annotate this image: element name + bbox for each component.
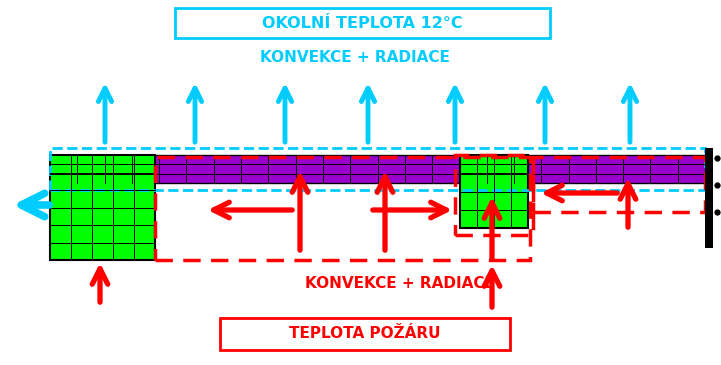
Bar <box>50 155 705 183</box>
Bar <box>455 155 533 235</box>
Bar <box>533 157 705 212</box>
Bar <box>220 318 510 350</box>
Bar <box>705 148 713 248</box>
Text: KONVEKCE + RADIACE: KONVEKCE + RADIACE <box>260 50 450 65</box>
Text: KONVEKCE + RADIACE: KONVEKCE + RADIACE <box>305 276 495 291</box>
Text: TEPLOTA POŽÁRU: TEPLOTA POŽÁRU <box>289 327 441 342</box>
Bar <box>50 148 705 190</box>
Bar <box>50 155 155 260</box>
Text: OKOLNÍ TEPLOTA 12°C: OKOLNÍ TEPLOTA 12°C <box>262 15 463 31</box>
Bar <box>175 8 550 38</box>
Bar <box>460 155 528 228</box>
Bar <box>155 157 530 260</box>
